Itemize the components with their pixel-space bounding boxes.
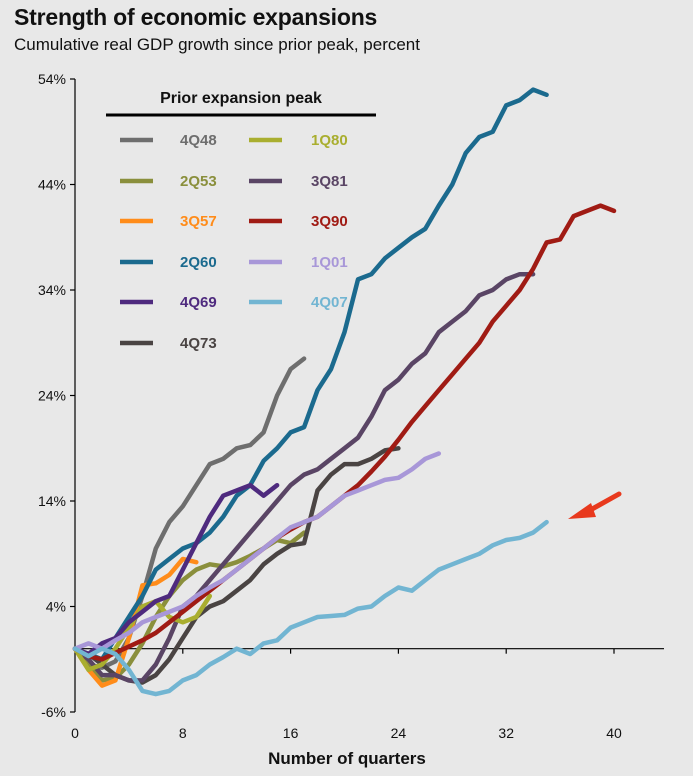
legend-label: 4Q73 — [180, 335, 217, 352]
x-tick-label: 0 — [71, 725, 79, 741]
series-layer — [72, 87, 617, 697]
legend-item-3Q81: 3Q81 — [249, 173, 348, 190]
x-tick-label: 40 — [606, 725, 622, 741]
legend-item-4Q48: 4Q48 — [120, 132, 217, 149]
series-line-1Q01 — [72, 451, 442, 651]
legend-item-4Q73: 4Q73 — [120, 335, 217, 352]
x-axis-title: Number of quarters — [268, 749, 426, 768]
legend-label: 3Q81 — [311, 173, 348, 190]
y-tick-label: 34% — [38, 282, 66, 298]
legend-title: Prior expansion peak — [160, 90, 322, 107]
chart-title: Strength of economic expansions — [14, 4, 378, 30]
series-line-4Q07 — [72, 519, 549, 697]
legend-label: 4Q07 — [311, 294, 348, 311]
series-line-2Q60 — [72, 87, 549, 662]
red-arrow-head — [568, 503, 596, 519]
legend-item-4Q07: 4Q07 — [249, 294, 348, 311]
legend: Prior expansion peak 4Q48 2Q53 3Q57 2Q60 4Q6… — [106, 90, 376, 352]
legend-item-2Q60: 2Q60 — [120, 254, 217, 271]
legend-label: 4Q69 — [180, 294, 217, 311]
series-line-4Q69 — [72, 482, 280, 657]
y-tick-label: -6% — [41, 704, 66, 720]
series-line-3Q57 — [72, 556, 199, 688]
legend-label: 4Q48 — [180, 132, 217, 149]
x-tick-label: 32 — [498, 725, 514, 741]
legend-label: 1Q80 — [311, 132, 348, 149]
y-tick-label: 54% — [38, 71, 66, 87]
series-line-3Q81 — [72, 271, 536, 683]
axes: -6% 4% 14% 24% 34% 44% 54% 0 8 16 24 32 40 — [38, 71, 664, 741]
x-tick-label: 24 — [391, 725, 407, 741]
series-line-4Q48 — [72, 356, 307, 670]
legend-item-3Q90: 3Q90 — [249, 213, 348, 230]
x-tick-label: 16 — [283, 725, 299, 741]
legend-label: 2Q60 — [180, 254, 217, 271]
red-arrow-annotation — [568, 491, 622, 519]
y-tick-label: 4% — [46, 599, 66, 615]
legend-label: 3Q90 — [311, 213, 348, 230]
legend-item-2Q53: 2Q53 — [120, 173, 217, 190]
y-tick-label: 14% — [38, 493, 66, 509]
y-tick-label: 24% — [38, 388, 66, 404]
series-line-1Q80 — [72, 593, 213, 673]
legend-label: 3Q57 — [180, 213, 217, 230]
legend-item-4Q69: 4Q69 — [120, 294, 217, 311]
legend-label: 2Q53 — [180, 173, 217, 190]
x-tick-label: 8 — [179, 725, 187, 741]
chart-subtitle: Cumulative real GDP growth since prior p… — [14, 35, 420, 54]
legend-item-3Q57: 3Q57 — [120, 213, 217, 230]
legend-item-1Q01: 1Q01 — [249, 254, 348, 271]
y-tick-label: 44% — [38, 177, 66, 193]
legend-item-1Q80: 1Q80 — [249, 132, 348, 149]
legend-label: 1Q01 — [311, 254, 348, 271]
